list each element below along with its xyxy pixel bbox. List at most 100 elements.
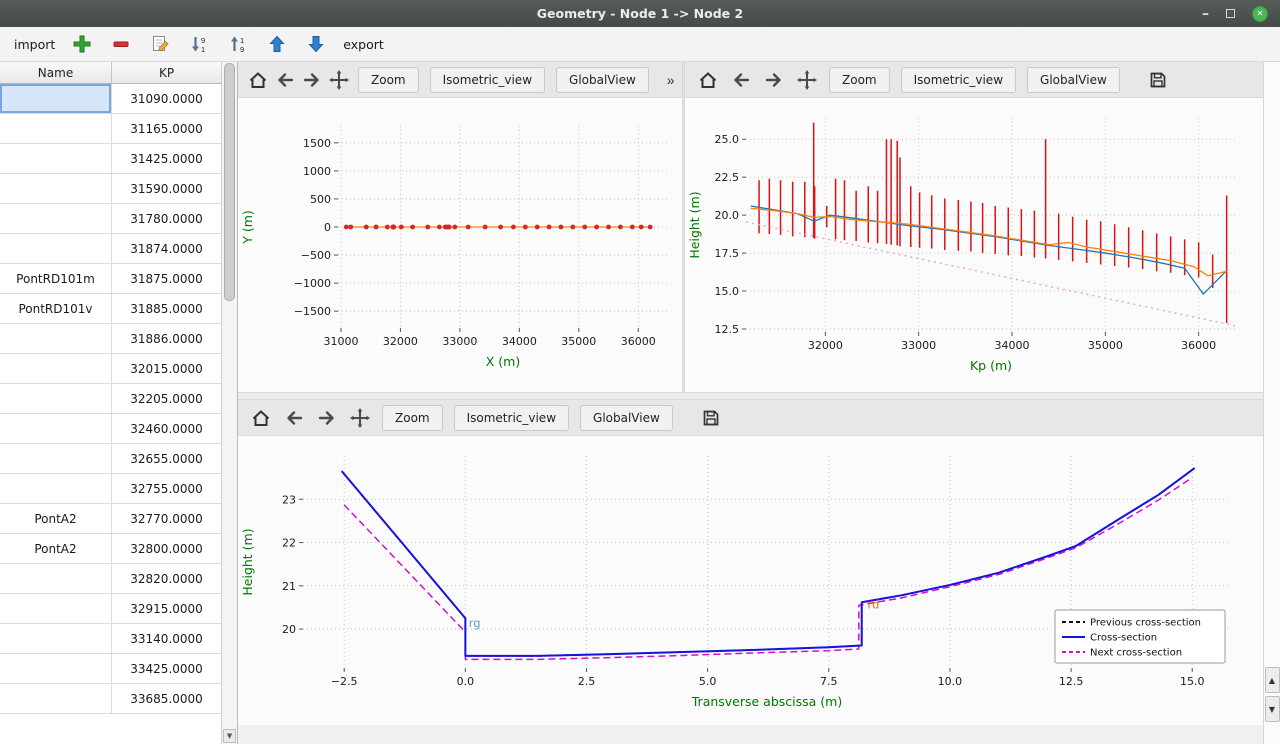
row-name-cell[interactable] xyxy=(0,414,112,443)
row-kp-cell[interactable]: 31165.0000 xyxy=(130,121,203,136)
row-kp-cell[interactable]: 32820.0000 xyxy=(130,571,203,586)
table-row[interactable]: PontA2 32770.0000 xyxy=(0,504,222,534)
scroll-up-button[interactable]: ▲ xyxy=(1264,667,1280,693)
vertical-splitter[interactable] xyxy=(682,62,685,392)
table-row[interactable]: 32205.0000 xyxy=(0,384,222,414)
longitudinal-profile-chart[interactable]: 32000 33000 34000 35000 36000 12.5 15.0 17.5 20.… xyxy=(685,98,1263,392)
save-button[interactable] xyxy=(697,404,725,432)
row-name-cell[interactable] xyxy=(0,114,112,143)
cross-section-chart[interactable]: −2.5 0.0 2.5 5.0 7.5 10.0 12.5 15.0 20 21 22 23 rg rd… xyxy=(238,436,1263,725)
plan-view-chart[interactable]: 31000 32000 33000 34000 35000 36000 −1500 −1000… xyxy=(238,98,682,392)
table-row[interactable]: 32655.0000 xyxy=(0,444,222,474)
edit-section-button[interactable] xyxy=(148,32,172,56)
column-header-kp[interactable]: KP xyxy=(158,65,175,80)
table-scroll-down-button[interactable]: ▼ xyxy=(223,729,237,743)
forward-button[interactable] xyxy=(760,66,788,94)
row-name-cell[interactable] xyxy=(0,84,112,113)
toolbar-overflow-button[interactable]: » xyxy=(666,71,675,88)
row-name-cell[interactable] xyxy=(0,624,112,653)
row-kp-cell[interactable]: 32655.0000 xyxy=(130,451,203,466)
forward-button[interactable] xyxy=(301,66,323,94)
back-button[interactable] xyxy=(280,404,308,432)
isometric-view-button[interactable]: Isometric_view xyxy=(453,404,570,431)
table-scrollbar-thumb[interactable] xyxy=(224,63,236,301)
table-row[interactable]: 31090.0000 xyxy=(0,84,222,114)
table-scrollbar[interactable]: ▼ xyxy=(222,62,237,744)
global-view-button[interactable]: GlobalView xyxy=(556,66,649,93)
table-row[interactable]: 32915.0000 xyxy=(0,594,222,624)
row-name-cell[interactable]: PontA2 xyxy=(0,504,112,533)
close-button[interactable]: ✕ xyxy=(1252,5,1268,22)
row-name-cell[interactable] xyxy=(0,204,112,233)
move-down-button[interactable] xyxy=(304,32,328,56)
isometric-view-button[interactable]: Isometric_view xyxy=(900,66,1017,93)
minimize-button[interactable]: – xyxy=(1202,5,1209,22)
horizontal-splitter[interactable] xyxy=(238,392,1263,400)
row-kp-cell[interactable]: 33140.0000 xyxy=(130,631,203,646)
table-row[interactable]: 32755.0000 xyxy=(0,474,222,504)
row-name-cell[interactable] xyxy=(0,354,112,383)
row-name-cell[interactable] xyxy=(0,384,112,413)
row-name-cell[interactable] xyxy=(0,144,112,173)
table-row[interactable]: 31425.0000 xyxy=(0,144,222,174)
table-row[interactable]: 31874.0000 xyxy=(0,234,222,264)
row-name-cell[interactable] xyxy=(0,444,112,473)
row-kp-cell[interactable]: 31885.0000 xyxy=(130,301,203,316)
back-button[interactable] xyxy=(274,66,296,94)
table-row[interactable]: 31780.0000 xyxy=(0,204,222,234)
row-name-cell[interactable] xyxy=(0,594,112,623)
main-scrollbar[interactable]: ▲ ▼ xyxy=(1263,62,1280,744)
row-kp-cell[interactable]: 31875.0000 xyxy=(130,271,203,286)
table-row[interactable]: 33425.0000 xyxy=(0,654,222,684)
table-row[interactable]: 33140.0000 xyxy=(0,624,222,654)
home-button[interactable] xyxy=(247,66,269,94)
row-kp-cell[interactable]: 31590.0000 xyxy=(130,181,203,196)
row-name-cell[interactable]: PontRD101v xyxy=(0,294,112,323)
remove-section-button[interactable] xyxy=(109,32,133,56)
home-button[interactable] xyxy=(247,404,275,432)
row-kp-cell[interactable]: 32460.0000 xyxy=(130,421,203,436)
table-row[interactable]: 31165.0000 xyxy=(0,114,222,144)
global-view-button[interactable]: GlobalView xyxy=(1027,66,1120,93)
row-name-cell[interactable]: PontA2 xyxy=(0,534,112,563)
title-bar[interactable]: Geometry - Node 1 -> Node 2 – ✕ xyxy=(0,0,1280,27)
table-row[interactable]: 32820.0000 xyxy=(0,564,222,594)
table-row[interactable]: PontRD101v 31885.0000 xyxy=(0,294,222,324)
row-kp-cell[interactable]: 32800.0000 xyxy=(130,541,203,556)
row-kp-cell[interactable]: 32205.0000 xyxy=(130,391,203,406)
zoom-button[interactable]: Zoom xyxy=(358,66,419,93)
import-button[interactable]: import xyxy=(14,36,56,52)
back-button[interactable] xyxy=(727,66,755,94)
row-kp-cell[interactable]: 32915.0000 xyxy=(130,601,203,616)
row-name-cell[interactable] xyxy=(0,174,112,203)
row-name-cell[interactable] xyxy=(0,654,112,683)
forward-button[interactable] xyxy=(313,404,341,432)
table-row[interactable]: PontRD101m 31875.0000 xyxy=(0,264,222,294)
row-name-cell[interactable] xyxy=(0,324,112,353)
move-up-button[interactable] xyxy=(265,32,289,56)
row-name-cell[interactable] xyxy=(0,564,112,593)
row-kp-cell[interactable]: 31090.0000 xyxy=(130,91,203,106)
global-view-button[interactable]: GlobalView xyxy=(580,404,673,431)
restore-button[interactable] xyxy=(1226,9,1235,18)
scroll-down-button[interactable]: ▼ xyxy=(1264,696,1280,722)
column-header-name[interactable]: Name xyxy=(0,62,112,83)
row-kp-cell[interactable]: 31425.0000 xyxy=(130,151,203,166)
home-button[interactable] xyxy=(694,66,722,94)
add-section-button[interactable] xyxy=(70,32,94,56)
row-kp-cell[interactable]: 31780.0000 xyxy=(130,211,203,226)
table-row[interactable]: 31886.0000 xyxy=(0,324,222,354)
table-row[interactable]: 31590.0000 xyxy=(0,174,222,204)
table-row[interactable]: PontA2 32800.0000 xyxy=(0,534,222,564)
save-button[interactable] xyxy=(1144,66,1172,94)
row-name-cell[interactable] xyxy=(0,234,112,263)
table-row[interactable]: 32460.0000 xyxy=(0,414,222,444)
row-kp-cell[interactable]: 33685.0000 xyxy=(130,691,203,706)
pan-button[interactable] xyxy=(346,404,374,432)
isometric-view-button[interactable]: Isometric_view xyxy=(429,66,546,93)
row-kp-cell[interactable]: 32770.0000 xyxy=(130,511,203,526)
zoom-button[interactable]: Zoom xyxy=(829,66,890,93)
row-kp-cell[interactable]: 32755.0000 xyxy=(130,481,203,496)
row-kp-cell[interactable]: 31886.0000 xyxy=(130,331,203,346)
